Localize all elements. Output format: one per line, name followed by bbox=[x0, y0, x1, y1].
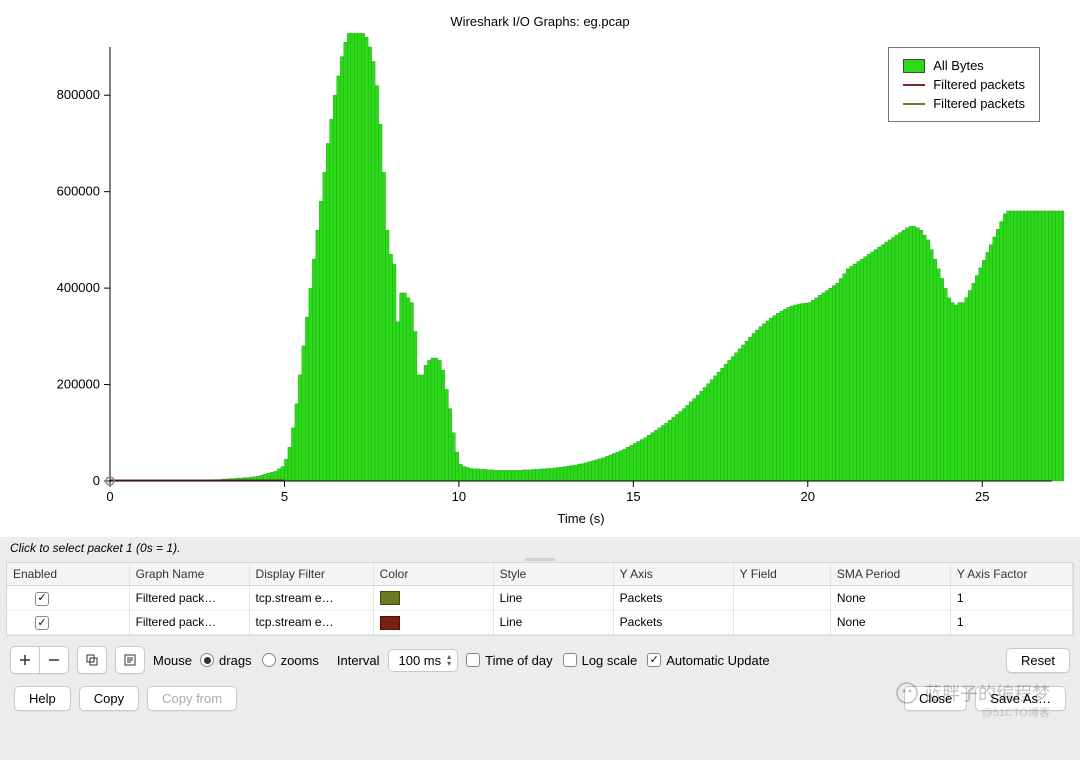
mouse-label: Mouse bbox=[153, 653, 192, 668]
svg-text:5: 5 bbox=[281, 489, 288, 504]
col-header[interactable]: Display Filter bbox=[249, 563, 373, 586]
clear-button[interactable] bbox=[115, 646, 145, 674]
table-row[interactable]: ✓Filtered pack…tcp.stream e…LinePacketsN… bbox=[7, 610, 1073, 635]
svg-text:0: 0 bbox=[106, 489, 113, 504]
duplicate-button[interactable] bbox=[77, 646, 107, 674]
hint-text: Click to select packet 1 (0s = 1). bbox=[0, 537, 1080, 557]
log-label: Log scale bbox=[582, 653, 638, 668]
drags-label: drags bbox=[219, 653, 252, 668]
interval-select[interactable]: 100 ms ▴▾ bbox=[388, 649, 459, 672]
col-header[interactable]: Y Axis Factor bbox=[950, 563, 1072, 586]
col-header[interactable]: Enabled bbox=[7, 563, 129, 586]
svg-text:25: 25 bbox=[975, 489, 989, 504]
interval-label: Interval bbox=[337, 653, 380, 668]
reset-button[interactable]: Reset bbox=[1006, 648, 1070, 673]
table-row[interactable]: ✓Filtered pack…tcp.stream e…LinePacketsN… bbox=[7, 586, 1073, 611]
radio-zooms[interactable]: zooms bbox=[262, 653, 319, 668]
graph-table[interactable]: EnabledGraph NameDisplay FilterColorStyl… bbox=[6, 562, 1074, 636]
col-header[interactable]: Color bbox=[373, 563, 493, 586]
svg-text:0: 0 bbox=[93, 473, 100, 488]
add-button[interactable] bbox=[10, 646, 40, 674]
svg-text:10: 10 bbox=[452, 489, 466, 504]
radio-drags[interactable]: drags bbox=[200, 653, 252, 668]
stepper-icon: ▴▾ bbox=[447, 653, 451, 667]
splitter-handle[interactable] bbox=[0, 557, 1080, 562]
svg-text:400000: 400000 bbox=[57, 280, 100, 295]
svg-text:800000: 800000 bbox=[57, 87, 100, 102]
help-button[interactable]: Help bbox=[14, 686, 71, 711]
col-header[interactable]: Y Field bbox=[733, 563, 830, 586]
col-header[interactable]: Y Axis bbox=[613, 563, 733, 586]
svg-text:600000: 600000 bbox=[57, 184, 100, 199]
auto-label: Automatic Update bbox=[666, 653, 769, 668]
chart-title: Wireshark I/O Graphs: eg.pcap bbox=[16, 8, 1064, 33]
col-header[interactable]: Graph Name bbox=[129, 563, 249, 586]
remove-button[interactable] bbox=[39, 646, 69, 674]
legend: All BytesFiltered packetsFiltered packet… bbox=[888, 47, 1040, 122]
check-timeofday[interactable]: Time of day bbox=[466, 653, 552, 668]
svg-text:Time (s): Time (s) bbox=[557, 511, 604, 526]
close-button[interactable]: Close bbox=[904, 686, 967, 711]
svg-text:20: 20 bbox=[801, 489, 815, 504]
svg-text:15: 15 bbox=[626, 489, 640, 504]
copyfrom-button[interactable]: Copy from bbox=[147, 686, 237, 711]
tod-label: Time of day bbox=[485, 653, 552, 668]
plot-area[interactable]: 0 200000 400000 600000 800000 0 5 10 15 20 25 Time … bbox=[16, 33, 1064, 533]
col-header[interactable]: SMA Period bbox=[830, 563, 950, 586]
check-autoupdate[interactable]: ✓Automatic Update bbox=[647, 653, 769, 668]
svg-text:200000: 200000 bbox=[57, 377, 100, 392]
zooms-label: zooms bbox=[281, 653, 319, 668]
copy-button[interactable]: Copy bbox=[79, 686, 139, 711]
check-logscale[interactable]: Log scale bbox=[563, 653, 638, 668]
col-header[interactable]: Style bbox=[493, 563, 613, 586]
interval-value: 100 ms bbox=[399, 653, 442, 668]
saveas-button[interactable]: Save As… bbox=[975, 686, 1066, 711]
